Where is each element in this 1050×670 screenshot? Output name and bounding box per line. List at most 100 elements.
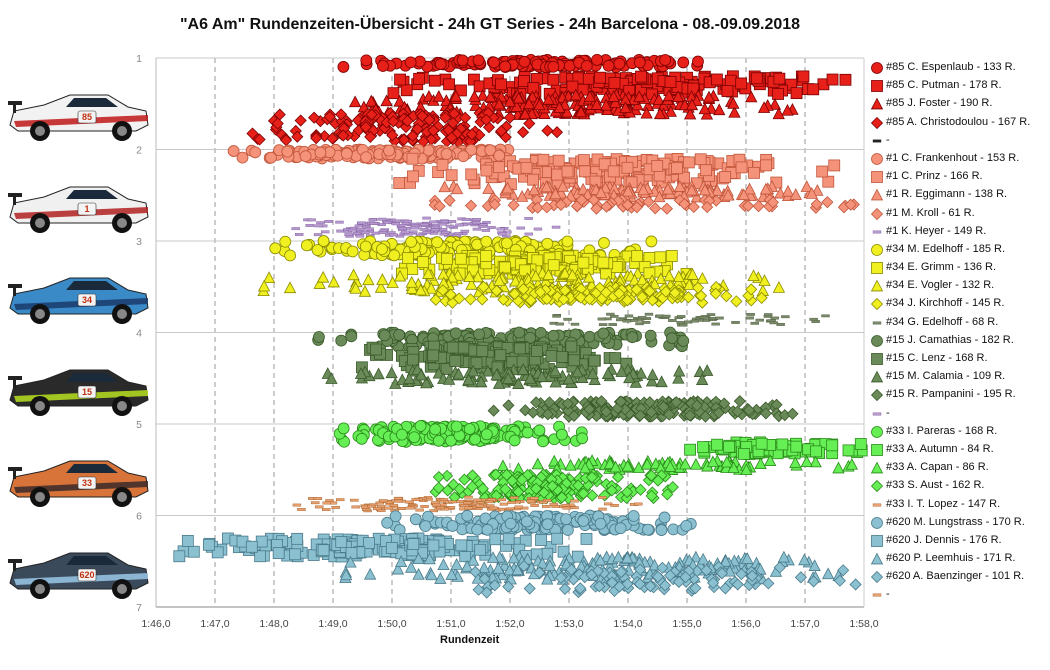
legend-item: #34 E. Vogler - 132 R. <box>870 276 1048 294</box>
data-point <box>297 508 306 511</box>
y-tick-label: 5 <box>136 419 142 431</box>
legend-item: #33 I. T. Lopez - 147 R. <box>870 495 1048 513</box>
data-point <box>497 498 507 502</box>
x-tick-label: 1:49,0 <box>318 618 347 630</box>
data-point <box>594 186 608 198</box>
data-point <box>422 231 431 234</box>
data-point <box>570 499 579 503</box>
legend-label: #15 M. Calamia - 109 R. <box>886 370 1006 383</box>
legend-marker <box>871 171 883 184</box>
legend-marker-shape <box>870 207 884 220</box>
data-point <box>599 98 613 111</box>
legend-label: #620 P. Leemhuis - 171 R. <box>886 552 1016 565</box>
data-point <box>541 237 554 250</box>
data-point <box>335 536 348 548</box>
data-point <box>446 520 459 532</box>
data-point <box>574 105 588 118</box>
data-point <box>407 538 420 550</box>
data-point <box>335 334 348 347</box>
data-point <box>399 120 412 134</box>
data-point <box>690 319 699 323</box>
data-point <box>661 182 674 195</box>
data-point <box>465 168 478 181</box>
data-point <box>711 322 720 326</box>
data-point <box>373 507 382 511</box>
data-point <box>311 501 320 505</box>
data-point <box>469 99 482 111</box>
data-point <box>448 500 457 504</box>
data-point <box>614 522 627 535</box>
data-point <box>337 422 350 435</box>
data-point <box>569 88 582 101</box>
data-point <box>713 103 726 116</box>
data-point <box>384 506 393 510</box>
legend-marker-shape <box>871 334 883 347</box>
data-point <box>510 496 519 500</box>
data-point <box>313 497 323 500</box>
legend-marker <box>871 334 883 347</box>
data-point <box>619 101 632 114</box>
data-point <box>279 235 292 248</box>
data-point <box>397 224 406 227</box>
series-2 <box>348 88 799 120</box>
legend-label: #34 G. Edelhoff - 68 R. <box>886 315 999 328</box>
data-point <box>401 114 414 128</box>
data-point <box>446 341 459 354</box>
data-point <box>575 194 588 207</box>
legend-label: #85 C. Putman - 178 R. <box>886 79 1002 92</box>
data-point <box>673 180 687 192</box>
data-point <box>473 80 486 93</box>
data-point <box>565 340 578 353</box>
data-point <box>436 159 449 171</box>
data-point <box>403 219 413 223</box>
data-point <box>281 145 294 158</box>
data-point <box>409 513 422 526</box>
legend-item: #1 M. Kroll - 61 R. <box>870 204 1048 222</box>
data-point <box>420 505 429 508</box>
data-point <box>526 499 536 503</box>
data-point <box>440 148 453 160</box>
data-point <box>531 201 544 214</box>
data-point <box>447 220 457 223</box>
data-point <box>724 74 737 87</box>
data-point <box>344 233 353 237</box>
data-point <box>455 539 468 552</box>
data-point <box>590 98 603 110</box>
legend-marker <box>870 480 884 493</box>
data-point <box>245 540 258 553</box>
data-point <box>355 432 368 445</box>
legend-marker-shape <box>870 389 884 402</box>
data-point <box>356 228 365 231</box>
data-point <box>842 444 855 457</box>
data-point <box>389 503 399 507</box>
data-point <box>772 88 784 100</box>
data-point <box>269 242 282 255</box>
legend-label: #33 S. Aust - 162 R. <box>886 479 985 492</box>
svg-text:85: 85 <box>82 112 92 122</box>
data-point <box>438 228 448 231</box>
data-point <box>449 327 462 340</box>
data-point <box>750 72 763 85</box>
data-point <box>805 187 818 199</box>
data-point <box>423 114 436 127</box>
legend-label: #1 R. Eggimann - 138 R. <box>886 188 1008 201</box>
x-tick-label: 1:50,0 <box>377 618 406 630</box>
legend-item: #15 R. Pampanini - 195 R. <box>870 385 1048 403</box>
data-point <box>539 500 548 504</box>
x-tick-label: 1:52,0 <box>495 618 524 630</box>
data-point <box>310 132 323 145</box>
data-point <box>387 87 400 100</box>
data-point <box>597 256 610 269</box>
data-point <box>520 161 533 174</box>
data-point <box>271 117 284 130</box>
data-point <box>561 165 574 178</box>
data-point <box>291 227 300 231</box>
data-point <box>326 132 339 145</box>
data-point <box>577 515 590 527</box>
data-point <box>445 169 458 182</box>
data-point <box>694 153 707 166</box>
legend-item: #1 C. Prinz - 166 R. <box>870 167 1048 185</box>
data-point <box>406 129 419 143</box>
data-point <box>408 431 421 444</box>
